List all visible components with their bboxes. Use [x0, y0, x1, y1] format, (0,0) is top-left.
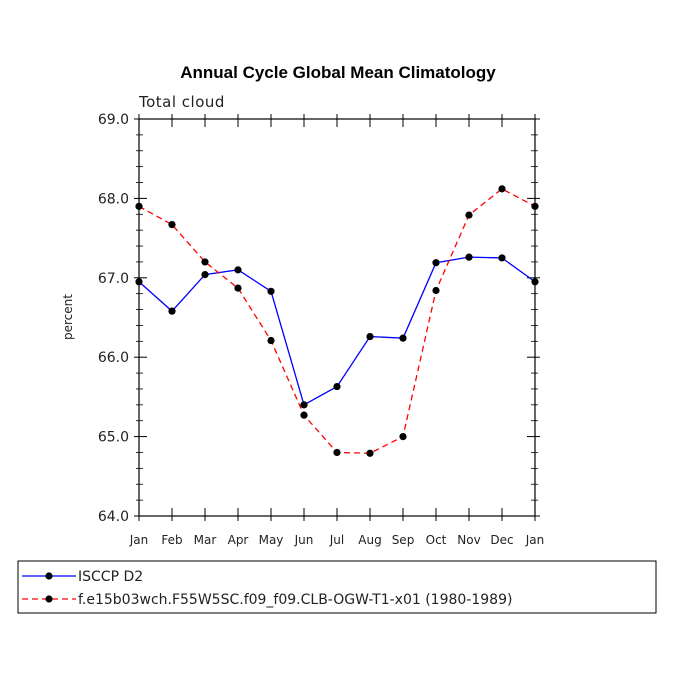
- x-tick-label: Feb: [161, 533, 182, 547]
- data-point-series-0: [168, 307, 176, 315]
- data-point-series-0: [531, 278, 539, 286]
- plot-frame: [138, 118, 536, 517]
- legend-label-1: f.e15b03wch.F55W5SC.f09_f09.CLB-OGW-T1-x…: [78, 592, 512, 608]
- y-tick-label: 69.0: [98, 112, 129, 128]
- y-tick-label: 64.0: [98, 509, 129, 525]
- legend-marker-0: [45, 572, 53, 580]
- data-point-series-0: [201, 271, 209, 279]
- data-point-series-1: [531, 202, 539, 210]
- legend: ISCCP D2 f.e15b03wch.F55W5SC.f09_f09.CLB-…: [22, 569, 512, 608]
- data-point-series-1: [135, 202, 143, 210]
- x-tick-label: Aug: [358, 533, 381, 547]
- data-point-series-0: [333, 382, 341, 391]
- x-tick-labels: Jan Feb Mar Apr May Jun Jul Aug Sep Oct Nov Dec Jan: [129, 533, 545, 547]
- series-line-1: [138, 188, 536, 454]
- legend-marker-1: [45, 595, 53, 603]
- y-tick-label: 68.0: [98, 191, 129, 207]
- minor-ticks: [136, 134, 538, 501]
- series-markers: [135, 185, 539, 457]
- chart-subtitle: Total cloud: [138, 93, 225, 111]
- x-tick-label: Jun: [294, 533, 314, 547]
- data-point-series-1: [267, 336, 275, 345]
- data-point-series-1: [498, 185, 506, 193]
- x-tick-label: May: [259, 533, 284, 547]
- y-tick-label: 65.0: [98, 430, 129, 446]
- x-tick-label: Apr: [228, 533, 249, 547]
- data-point-series-0: [432, 259, 440, 267]
- x-tick-label: Jan: [129, 533, 149, 547]
- series-lines: [138, 188, 536, 454]
- data-point-series-1: [432, 286, 440, 295]
- x-tick-label: Sep: [392, 533, 415, 547]
- x-tick-label: Jul: [329, 533, 344, 547]
- legend-box: [17, 560, 657, 614]
- data-point-series-0: [300, 401, 308, 409]
- data-point-series-1: [465, 211, 473, 219]
- data-point-series-0: [498, 254, 506, 262]
- data-point-series-0: [399, 334, 407, 342]
- x-tick-label: Oct: [426, 533, 447, 547]
- data-point-series-0: [234, 266, 242, 274]
- data-point-series-0: [135, 278, 143, 286]
- data-point-series-0: [366, 332, 374, 341]
- x-tick-label: Dec: [490, 533, 513, 547]
- data-point-series-1: [234, 284, 242, 292]
- series-line-0: [138, 256, 536, 406]
- y-tick-labels: 64.0 65.0 66.0 67.0 68.0 69.0: [98, 112, 129, 525]
- x-tick-label: Mar: [194, 533, 217, 547]
- y-tick-label: 67.0: [98, 271, 129, 287]
- y-tick-label: 66.0: [98, 350, 129, 366]
- data-point-series-1: [300, 411, 308, 419]
- legend-label-0: ISCCP D2: [78, 569, 143, 585]
- data-point-series-0: [465, 253, 473, 261]
- data-point-series-1: [201, 258, 209, 266]
- chart-title: Annual Cycle Global Mean Climatology: [180, 63, 496, 82]
- major-ticks: [134, 114, 540, 521]
- data-point-series-0: [267, 287, 275, 295]
- data-point-series-1: [333, 448, 341, 457]
- y-axis-label: percent: [61, 294, 75, 340]
- data-point-series-1: [399, 433, 407, 441]
- data-point-series-1: [168, 221, 176, 229]
- x-tick-label: Jan: [525, 533, 545, 547]
- data-point-series-1: [366, 449, 374, 457]
- x-tick-label: Nov: [457, 533, 480, 547]
